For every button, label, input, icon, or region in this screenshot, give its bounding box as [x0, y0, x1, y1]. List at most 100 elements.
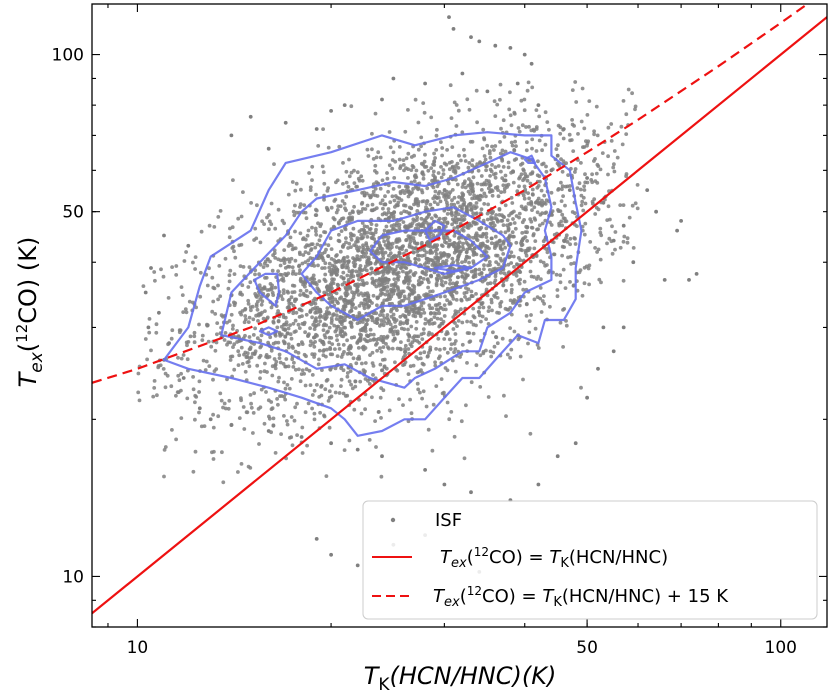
isf-point	[506, 262, 511, 267]
isf-point	[347, 157, 351, 162]
isf-point	[500, 336, 505, 341]
isf-point	[276, 269, 280, 273]
isf-point	[420, 270, 425, 275]
isf-point	[459, 158, 463, 163]
isf-point	[191, 469, 196, 474]
isf-point	[362, 337, 367, 342]
isf-point	[460, 320, 465, 325]
isf-point	[479, 271, 484, 275]
isf-point	[561, 194, 565, 199]
isf-point	[633, 107, 637, 112]
isf-point	[322, 322, 327, 327]
isf-point	[336, 204, 341, 209]
isf-point	[437, 301, 442, 306]
isf-point	[358, 332, 362, 337]
isf-point	[489, 241, 494, 246]
isf-point	[532, 275, 536, 279]
isf-point	[540, 221, 545, 226]
isf-point	[387, 319, 392, 324]
isf-point	[493, 165, 498, 170]
isf-point	[498, 97, 502, 102]
isf-point	[393, 360, 397, 365]
isf-point	[447, 238, 452, 243]
isf-point	[331, 216, 336, 220]
isf-point	[305, 294, 310, 299]
isf-point	[362, 193, 367, 198]
isf-point	[406, 285, 410, 290]
isf-outlier-point	[197, 406, 202, 411]
isf-point	[466, 165, 471, 170]
isf-point	[439, 243, 444, 248]
isf-point	[498, 301, 502, 306]
isf-point	[315, 286, 320, 290]
isf-point	[501, 183, 506, 188]
isf-outlier-point	[493, 43, 498, 48]
isf-point	[345, 255, 350, 259]
isf-point	[369, 236, 374, 240]
isf-point	[247, 364, 252, 369]
isf-outlier-point	[329, 109, 333, 113]
isf-point	[548, 304, 552, 309]
isf-point	[347, 241, 352, 246]
isf-point	[586, 266, 591, 271]
isf-point	[284, 357, 289, 361]
isf-outlier-point	[611, 238, 616, 243]
isf-point	[511, 301, 515, 305]
isf-point	[253, 226, 258, 231]
isf-point	[433, 303, 438, 308]
isf-point	[289, 256, 294, 261]
isf-point	[396, 200, 401, 205]
isf-point	[300, 340, 304, 345]
isf-point	[230, 225, 235, 230]
isf-point	[496, 164, 501, 168]
isf-point	[380, 247, 385, 252]
isf-point	[463, 185, 468, 190]
isf-point	[242, 427, 247, 431]
isf-point	[484, 235, 489, 240]
isf-point	[459, 307, 463, 312]
isf-point	[406, 372, 411, 376]
isf-point	[285, 419, 289, 423]
isf-point	[391, 282, 396, 287]
isf-point	[283, 364, 288, 369]
isf-outlier-point	[477, 39, 482, 44]
isf-point	[363, 346, 368, 350]
isf-point	[393, 329, 397, 334]
isf-point	[223, 256, 228, 261]
isf-point	[460, 245, 465, 249]
isf-point	[450, 222, 454, 227]
isf-point	[559, 199, 564, 204]
isf-point	[278, 360, 283, 365]
isf-point	[236, 363, 241, 367]
isf-point	[581, 145, 585, 150]
isf-point	[227, 398, 232, 403]
isf-point	[383, 250, 388, 255]
isf-point	[354, 269, 359, 274]
isf-point	[612, 169, 617, 174]
isf-point	[343, 325, 347, 330]
isf-point	[573, 211, 577, 216]
isf-point	[433, 360, 437, 365]
isf-point	[348, 211, 352, 216]
isf-point	[429, 166, 434, 171]
isf-point	[306, 251, 311, 256]
isf-point	[368, 338, 373, 343]
contour-level-9	[523, 154, 537, 164]
isf-point	[177, 330, 182, 335]
isf-point	[583, 221, 588, 226]
isf-point	[464, 274, 469, 278]
isf-point	[379, 416, 383, 420]
isf-point	[630, 91, 634, 96]
isf-point	[421, 389, 426, 394]
isf-outlier-point	[266, 146, 271, 151]
isf-point	[281, 312, 286, 317]
isf-point	[452, 195, 457, 200]
isf-point	[149, 348, 153, 353]
isf-point	[378, 201, 383, 206]
isf-point	[263, 361, 267, 366]
isf-point	[454, 177, 458, 182]
isf-point	[512, 158, 517, 162]
isf-point	[431, 162, 435, 167]
contour-level-4	[369, 229, 489, 275]
isf-point	[392, 336, 397, 341]
